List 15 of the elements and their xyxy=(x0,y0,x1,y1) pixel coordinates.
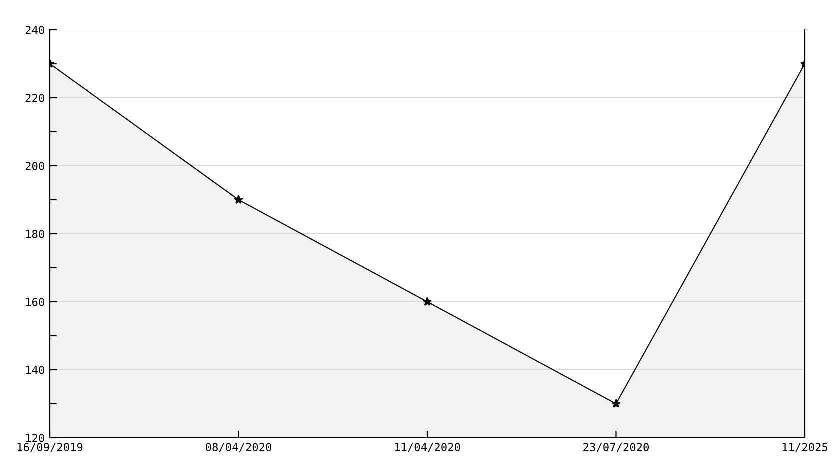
x-tick-label: 08/04/2020 xyxy=(206,443,272,452)
x-tick-label: 11/04/2020 xyxy=(395,443,460,452)
y-tick-label: 160 xyxy=(26,298,44,306)
y-tick-label: 200 xyxy=(26,162,44,170)
y-tick-label: 180 xyxy=(26,230,44,238)
x-tick-label: 11/2025 xyxy=(782,443,828,452)
y-tick-label: 120 xyxy=(26,434,44,442)
y-tick-label: 240 xyxy=(26,26,44,34)
x-tick-label: 16/09/2019 xyxy=(18,443,83,452)
y-tick-label: 220 xyxy=(26,94,44,102)
point xyxy=(422,297,432,306)
point xyxy=(612,399,621,408)
x-tick-label: 23/07/2020 xyxy=(584,443,649,452)
y-tick-label: 140 xyxy=(26,366,44,374)
point xyxy=(234,195,244,204)
